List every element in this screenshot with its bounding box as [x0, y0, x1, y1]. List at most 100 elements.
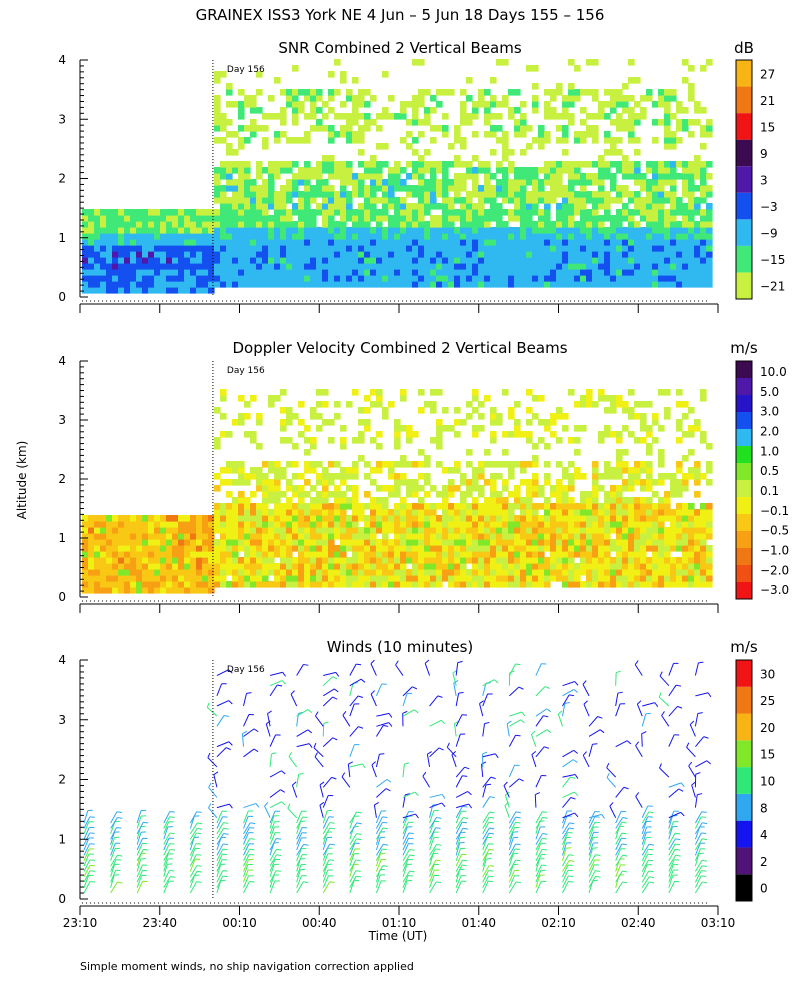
heatmap-cell — [676, 209, 683, 216]
heatmap-cell — [604, 173, 611, 180]
heatmap-cell — [700, 389, 707, 396]
heatmap-cell — [328, 71, 335, 78]
heatmap-cell — [226, 263, 233, 270]
heatmap-cell — [268, 281, 275, 288]
heatmap-cell — [298, 221, 305, 228]
heatmap-cell — [220, 569, 227, 576]
wind-barb-flag — [280, 789, 286, 793]
heatmap-cell — [568, 485, 575, 492]
heatmap-cell — [448, 143, 455, 150]
heatmap-cell — [160, 533, 167, 540]
heatmap-cell — [424, 461, 431, 468]
heatmap-cell — [646, 533, 653, 540]
heatmap-cell — [256, 575, 263, 582]
heatmap-cell — [346, 257, 353, 264]
heatmap-cell — [538, 527, 545, 534]
heatmap-cell — [310, 551, 317, 558]
heatmap-cell — [376, 143, 383, 150]
heatmap-cell — [490, 125, 497, 132]
heatmap-cell — [508, 191, 515, 198]
heatmap-cell — [190, 533, 197, 540]
heatmap-cell — [658, 389, 665, 396]
heatmap-cell — [490, 527, 497, 534]
heatmap-cell — [526, 419, 533, 426]
heatmap-cell — [172, 275, 179, 282]
heatmap-cell — [634, 473, 641, 480]
wind-barb — [323, 671, 336, 677]
heatmap-cell — [574, 263, 581, 270]
heatmap-cell — [676, 257, 683, 264]
wind-barb-flag — [213, 771, 219, 776]
heatmap-cell — [586, 191, 593, 198]
heatmap-cell — [616, 527, 623, 534]
winds-panel-title: Winds (10 minutes) — [327, 638, 474, 656]
heatmap-cell — [682, 479, 689, 486]
heatmap-cell — [478, 167, 485, 174]
heatmap-cell — [460, 209, 467, 216]
heatmap-cell — [520, 551, 527, 558]
wind-barb — [373, 804, 377, 818]
heatmap-cell — [556, 167, 563, 174]
heatmap-cell — [664, 515, 671, 522]
heatmap-cell — [268, 197, 275, 204]
heatmap-cell — [190, 239, 197, 246]
heatmap-cell — [286, 137, 293, 144]
heatmap-cell — [220, 509, 227, 516]
heatmap-cell — [622, 401, 629, 408]
heatmap-cell — [694, 263, 701, 270]
heatmap-cell — [118, 281, 125, 288]
wind-barb — [322, 869, 329, 883]
heatmap-cell — [328, 263, 335, 270]
heatmap-cell — [358, 131, 365, 138]
heatmap-cell — [646, 449, 653, 456]
heatmap-cell — [352, 581, 359, 588]
heatmap-cell — [268, 263, 275, 270]
heatmap-cell — [556, 407, 563, 414]
wind-barb — [216, 700, 229, 707]
heatmap-cell — [694, 521, 701, 528]
heatmap-cell — [316, 251, 323, 258]
wind-barb — [136, 843, 143, 856]
heatmap-cell — [166, 269, 173, 276]
heatmap-cell — [448, 179, 455, 186]
heatmap-cell — [298, 107, 305, 114]
heatmap-cell — [436, 437, 443, 444]
heatmap-cell — [442, 197, 449, 204]
heatmap-cell — [388, 527, 395, 534]
heatmap-cell — [310, 173, 317, 180]
heatmap-cell — [478, 575, 485, 582]
heatmap-cell — [412, 161, 419, 168]
heatmap-cell — [340, 497, 347, 504]
heatmap-cell — [700, 125, 707, 132]
heatmap-cell — [484, 461, 491, 468]
wind-barb-flag — [356, 838, 362, 841]
heatmap-cell — [340, 185, 347, 192]
heatmap-cell — [454, 551, 461, 558]
heatmap-cell — [628, 215, 635, 222]
heatmap-cell — [292, 227, 299, 234]
wind-barb-flag — [288, 751, 293, 757]
heatmap-cell — [136, 215, 143, 222]
heatmap-cell — [442, 521, 449, 528]
heatmap-cell — [562, 491, 569, 498]
heatmap-cell — [622, 479, 629, 486]
heatmap-cell — [622, 155, 629, 162]
heatmap-cell — [214, 101, 221, 108]
heatmap-cell — [508, 569, 515, 576]
heatmap-cell — [568, 245, 575, 252]
heatmap-cell — [604, 539, 611, 546]
wind-barb-flag — [370, 690, 375, 695]
heatmap-cell — [208, 275, 215, 282]
heatmap-cell — [688, 95, 695, 102]
heatmap-cell — [418, 557, 425, 564]
heatmap-cell — [646, 563, 653, 570]
heatmap-cell — [136, 527, 143, 534]
heatmap-cell — [250, 545, 257, 552]
wind-barb — [322, 853, 329, 867]
heatmap-cell — [526, 275, 533, 282]
heatmap-cell — [208, 209, 215, 216]
heatmap-cell — [604, 131, 611, 138]
heatmap-cell — [484, 497, 491, 504]
heatmap-cell — [568, 161, 575, 168]
heatmap-cell — [430, 191, 437, 198]
